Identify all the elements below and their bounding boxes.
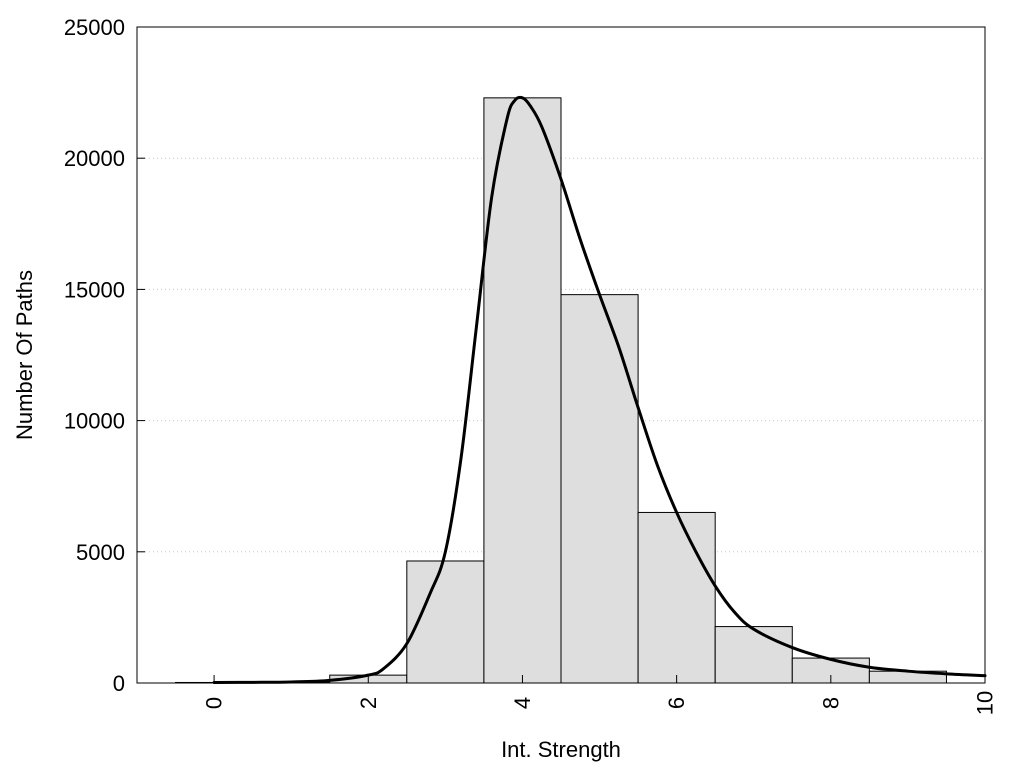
labels-layer: 0 5000 10000 15000 20000 25000 0 2 4 6 8 10 <box>64 15 998 715</box>
x-tick-label-2: 4 <box>510 697 535 709</box>
y-tick-label-2: 10000 <box>64 409 125 434</box>
ticks-layer <box>137 26 986 684</box>
y-tick-label-1: 5000 <box>76 540 125 565</box>
y-tick-label-5: 25000 <box>64 15 125 40</box>
x-tick-label-0: 0 <box>202 697 227 709</box>
bars-layer <box>175 97 947 684</box>
curve-layer <box>212 95 987 684</box>
x-axis-title: Int. Strength <box>501 737 621 762</box>
x-tick-label-1: 2 <box>356 697 381 709</box>
bar-3 <box>406 560 485 684</box>
plot-frame <box>136 26 986 684</box>
bar-6 <box>637 511 716 684</box>
x-tick-label-4: 8 <box>818 697 843 709</box>
x-tick-label-3: 6 <box>664 697 689 709</box>
bar-5 <box>560 294 639 684</box>
x-tick-label-5: 10 <box>973 691 998 715</box>
y-axis-title: Number Of Paths <box>12 270 37 440</box>
y-tick-label-4: 20000 <box>64 146 125 171</box>
fit-curve <box>212 95 987 684</box>
y-tick-label-3: 15000 <box>64 277 125 302</box>
y-tick-label-0: 0 <box>113 671 125 696</box>
bar-4 <box>483 97 562 684</box>
bar-7 <box>714 626 793 684</box>
